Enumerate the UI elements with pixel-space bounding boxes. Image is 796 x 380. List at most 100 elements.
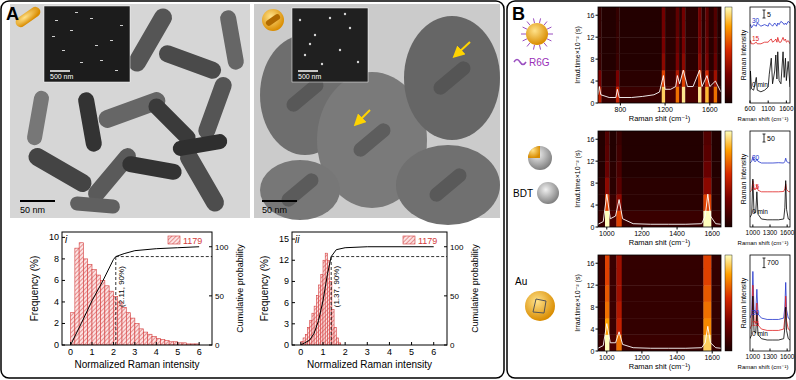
y-tick-label: 10 bbox=[49, 232, 59, 242]
heatmap-cell bbox=[616, 255, 622, 269]
sem-particle bbox=[70, 30, 73, 31]
heatmap-cell bbox=[609, 131, 616, 145]
nanorod bbox=[26, 90, 50, 147]
heatmap-cell bbox=[676, 87, 680, 103]
heatmap-cell bbox=[609, 194, 616, 211]
x-tick bbox=[92, 342, 93, 345]
heatmap-cell bbox=[605, 269, 610, 286]
x-axis-label: Raman shit (cm⁻¹) bbox=[629, 362, 691, 371]
x-tick bbox=[389, 342, 390, 345]
colorbar bbox=[725, 131, 732, 227]
y-tick-label: 4 bbox=[591, 202, 595, 209]
spectra-chart: 30150 min100013001600Raman shift (cm⁻¹)R… bbox=[738, 131, 795, 246]
x-tick-label: 6 bbox=[197, 347, 202, 357]
y2-tick bbox=[209, 246, 212, 247]
y2-tick bbox=[444, 295, 447, 296]
series-label: 30 bbox=[752, 154, 760, 161]
heatmap-cell bbox=[609, 145, 616, 162]
y2-axis-label: Cumulative probability bbox=[470, 244, 480, 333]
heatmap-cell bbox=[605, 178, 610, 195]
nanorod bbox=[69, 196, 120, 214]
x-tick-label: 1600 bbox=[702, 106, 718, 113]
heatmap-cell bbox=[598, 7, 602, 21]
y-tick-label: 0 bbox=[54, 340, 59, 350]
core-rod bbox=[351, 120, 394, 159]
histogram-bar bbox=[105, 286, 109, 345]
heatmap-cell bbox=[605, 131, 610, 145]
x-tick bbox=[770, 225, 771, 228]
heatmap-cell bbox=[619, 54, 662, 71]
arrow bbox=[457, 42, 470, 54]
heatmap-cell bbox=[601, 54, 616, 71]
x-tick bbox=[300, 342, 301, 345]
heatmap-cell bbox=[598, 21, 602, 38]
histogram-bar bbox=[83, 259, 87, 345]
sample-label: BDT bbox=[513, 188, 533, 199]
y-tick bbox=[596, 285, 599, 286]
x-tick-label: 600 bbox=[745, 105, 756, 112]
plot-frame bbox=[750, 131, 790, 227]
x-tick-label: 4 bbox=[154, 347, 159, 357]
heatmap-cell bbox=[711, 269, 721, 286]
plot-area bbox=[598, 131, 721, 227]
x-tick bbox=[786, 101, 787, 104]
plot-frame bbox=[750, 255, 790, 351]
x-tick-label: 1000 bbox=[599, 354, 615, 361]
cumulative-line bbox=[71, 247, 200, 345]
x-tick-label: 1000 bbox=[746, 229, 761, 236]
annotation-label: (2.11, 90%) bbox=[117, 266, 126, 307]
sem-particle bbox=[339, 49, 341, 51]
y-axis-label: Irrad.time×10⁻² (s) bbox=[574, 150, 582, 208]
scale-bar-label: 700 bbox=[767, 259, 779, 266]
sem-particle bbox=[349, 27, 351, 29]
histogram-bar bbox=[109, 291, 113, 345]
nanoparticle-icon bbox=[526, 23, 548, 45]
core-rod bbox=[427, 165, 470, 204]
scale-bar-cap bbox=[763, 267, 766, 268]
y2-tick bbox=[209, 295, 212, 296]
heatmap-cell bbox=[679, 7, 682, 21]
heatmap-cell bbox=[682, 37, 686, 54]
dye-ligand bbox=[539, 18, 540, 23]
plot-frame bbox=[598, 131, 721, 227]
histogram-bar bbox=[336, 338, 338, 345]
scale-bar-label: 500 nm bbox=[298, 73, 322, 80]
y-tick-label: 8 bbox=[591, 56, 595, 63]
y-tick bbox=[62, 280, 65, 281]
dye-ligand bbox=[539, 45, 540, 50]
histogram-bar bbox=[312, 313, 314, 345]
x-tick bbox=[156, 342, 157, 345]
heatmap-cell bbox=[714, 54, 718, 71]
heatmap-cell bbox=[665, 7, 676, 21]
tem-image-coreshell: 500 nm50 nm bbox=[254, 4, 500, 225]
histogram-bar bbox=[135, 323, 139, 345]
y-tick bbox=[596, 329, 599, 330]
heatmap-cell bbox=[622, 318, 704, 335]
heatmap-cell bbox=[598, 178, 605, 195]
y-tick-label: 12 bbox=[279, 255, 289, 265]
nanorod bbox=[25, 145, 95, 196]
sem-particle bbox=[321, 63, 323, 65]
plot-frame bbox=[750, 7, 790, 103]
x-tick bbox=[752, 225, 753, 228]
y-tick bbox=[62, 258, 65, 259]
nanorod bbox=[121, 155, 183, 181]
colorbar bbox=[725, 255, 732, 351]
heatmap-cell bbox=[616, 302, 622, 319]
heatmap-cell bbox=[705, 21, 709, 38]
x-tick-label: 3 bbox=[132, 347, 137, 357]
legend-label: 1179 bbox=[183, 236, 202, 246]
spectra-chart: 30150 min100013001600Raman shift (cm⁻¹)R… bbox=[738, 255, 795, 370]
scale-bar-label: 50 bbox=[767, 135, 775, 142]
x-axis-label: Normalized Raman intensity bbox=[307, 359, 432, 370]
scale-bar-cap bbox=[763, 18, 766, 19]
y-tick-label: 16 bbox=[587, 12, 595, 19]
x-tick bbox=[367, 342, 368, 345]
heatmap-cell bbox=[703, 131, 711, 145]
heatmap-cell bbox=[676, 37, 680, 54]
histogram-bar bbox=[334, 327, 336, 345]
dye-ligand bbox=[547, 39, 552, 41]
x-tick-label: 1200 bbox=[634, 354, 650, 361]
x-tick-label: 1600 bbox=[780, 229, 795, 236]
plot-frame bbox=[598, 7, 721, 103]
